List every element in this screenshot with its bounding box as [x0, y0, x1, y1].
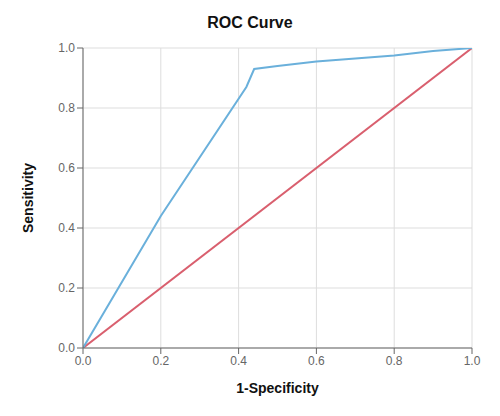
svg-text:0.0: 0.0 [75, 354, 92, 368]
svg-text:1-Specificity: 1-Specificity [236, 380, 319, 396]
svg-text:0.8: 0.8 [58, 101, 75, 115]
svg-text:1.0: 1.0 [58, 41, 75, 55]
svg-text:Sensitivity: Sensitivity [20, 163, 36, 233]
svg-text:0.2: 0.2 [152, 354, 169, 368]
svg-text:0.4: 0.4 [58, 221, 75, 235]
html-text:ROC Curve: ROC Curve [207, 14, 293, 31]
svg-text:0.2: 0.2 [58, 281, 75, 295]
svg-text:1.0: 1.0 [464, 354, 481, 368]
svg-text:0.0: 0.0 [58, 341, 75, 355]
svg-text:0.6: 0.6 [58, 161, 75, 175]
svg-text:0.6: 0.6 [308, 354, 325, 368]
svg-text:0.8: 0.8 [386, 354, 403, 368]
svg-text:0.4: 0.4 [230, 354, 247, 368]
